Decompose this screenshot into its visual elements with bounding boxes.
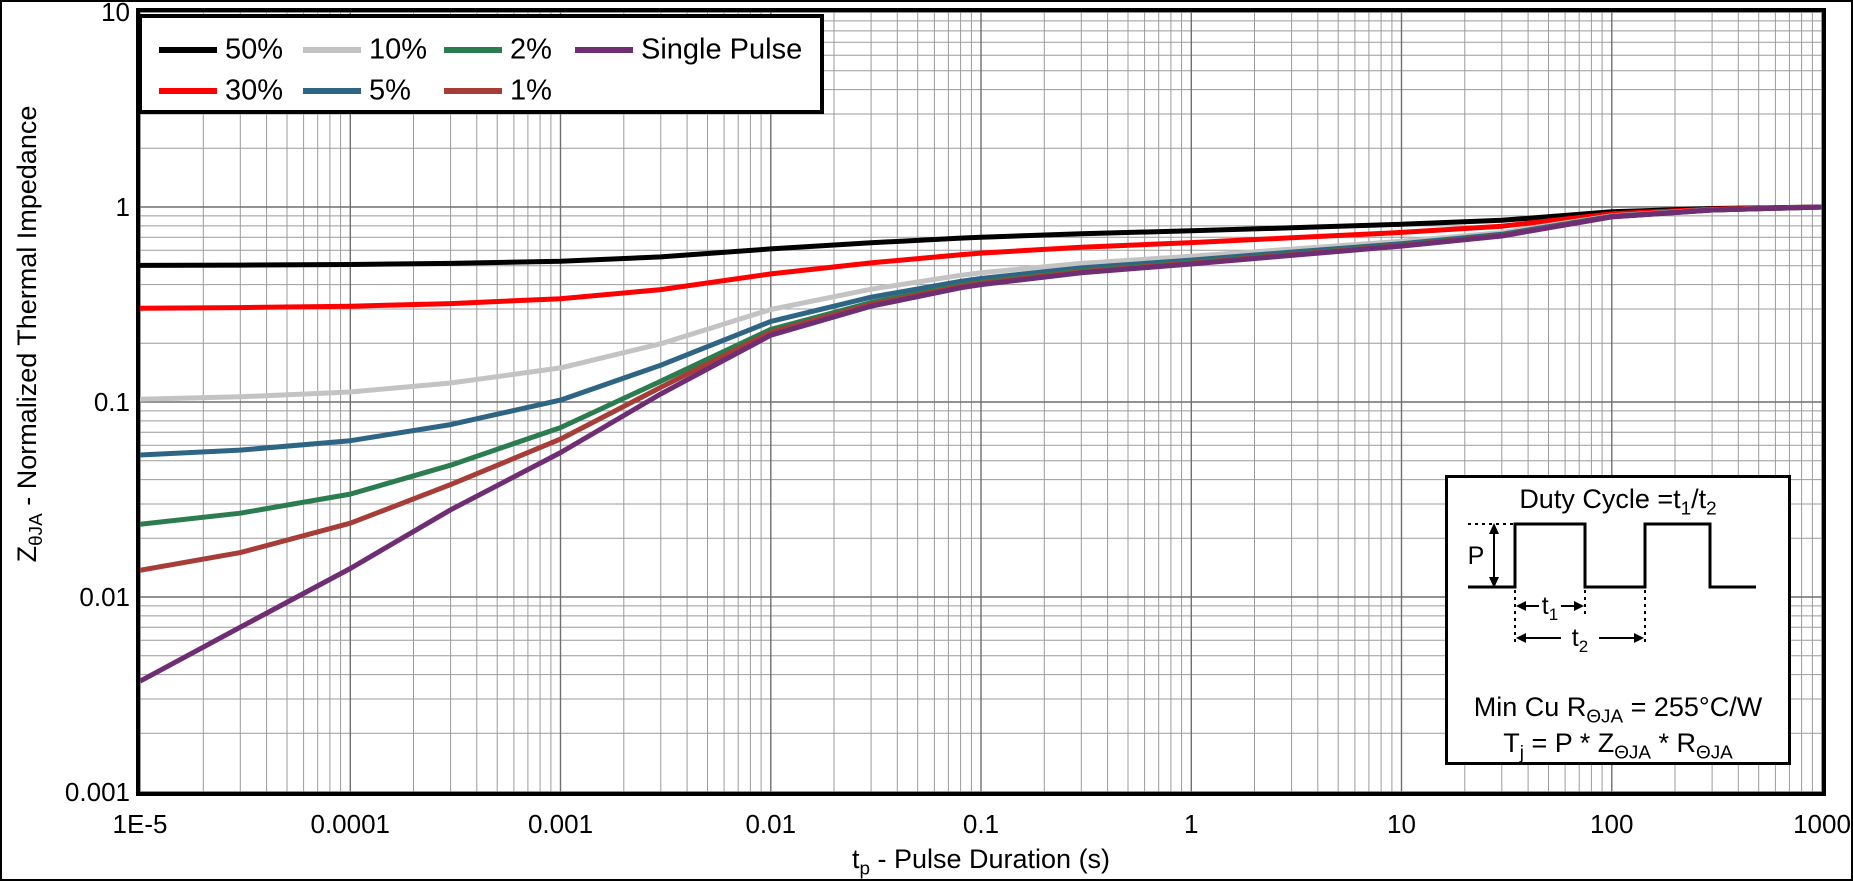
p-label: P	[1468, 542, 1485, 570]
y-tick-label: 0.1	[93, 387, 130, 417]
y-tick-label: 10	[101, 0, 130, 27]
y-axis-title: ZθJA - Normalized Thermal Impedance	[11, 105, 48, 563]
curve-single-pulse	[140, 204, 1822, 684]
t1-arrow-right	[1574, 601, 1584, 611]
legend: 50% 30% 10% 5% 2% 1% Single Pulse	[138, 14, 824, 114]
legend-swatch-10-	[303, 47, 361, 53]
curve-50-	[140, 204, 1822, 268]
legend-swatch-30-	[159, 88, 217, 94]
duty-cycle-inset: Duty Cycle =t1/t2 P t1	[1445, 475, 1791, 765]
curve-30-	[140, 204, 1822, 311]
inset-formula-tj: Tj = P * ZΘJA * RΘJA	[1503, 728, 1733, 764]
x-tick-label: 1E-5	[112, 809, 168, 839]
x-tick-label: 0.001	[527, 809, 594, 839]
legend-swatch-1-	[444, 88, 502, 94]
p-arrow-head-down	[1489, 577, 1499, 588]
inset-title: Duty Cycle =t1/t2	[1519, 484, 1717, 520]
legend-swatch-2-	[444, 47, 502, 53]
t2-label: t2	[1572, 624, 1588, 656]
x-tick-label: 0.1	[962, 809, 1000, 839]
plot-area: 50% 30% 10% 5% 2% 1% Single Pulse Duty Cycle =…	[136, 8, 1826, 796]
legend-label-50-: 50%	[225, 33, 284, 66]
p-arrow-head-up	[1489, 523, 1499, 534]
x-tick-label: 100	[1590, 809, 1634, 839]
chart-canvas	[140, 12, 1822, 792]
t1-arrow-left	[1516, 601, 1526, 611]
inset-formula-rtheta: Min Cu RΘJA = 255°C/W	[1473, 692, 1763, 728]
grid-major	[140, 12, 1822, 792]
legend-label-5-: 5%	[369, 74, 411, 107]
x-tick-label: 1	[1184, 809, 1199, 839]
legend-label-1-: 1%	[510, 74, 552, 107]
x-tick-label: 0.0001	[310, 809, 391, 839]
pulse-train	[1468, 522, 1756, 589]
y-tick-label: 0.001	[64, 777, 130, 807]
t2-arrow-right	[1634, 633, 1644, 643]
legend-label-single-pulse: Single Pulse	[641, 33, 803, 66]
y-tick-label: 1	[115, 192, 130, 222]
x-axis-title: tp - Pulse Duration (s)	[851, 844, 1111, 880]
legend-label-30-: 30%	[225, 74, 284, 107]
legend-swatch-single-pulse	[575, 47, 633, 53]
t1-extension-lines	[1514, 590, 1586, 646]
t1-label: t1	[1542, 592, 1558, 624]
x-tick-label: 10	[1387, 809, 1416, 839]
legend-swatch-5-	[303, 88, 361, 94]
y-tick-label: 0.01	[79, 582, 130, 612]
duty-cycle-waveform: P t1 t2	[1468, 522, 1756, 656]
legend-label-2-: 2%	[510, 33, 552, 66]
legend-swatch-50-	[159, 47, 217, 53]
legend-label-10-: 10%	[369, 33, 428, 66]
x-tick-label: 1000	[1793, 809, 1851, 839]
x-tick-label: 0.01	[745, 809, 797, 839]
t2-arrow-left	[1516, 633, 1526, 643]
